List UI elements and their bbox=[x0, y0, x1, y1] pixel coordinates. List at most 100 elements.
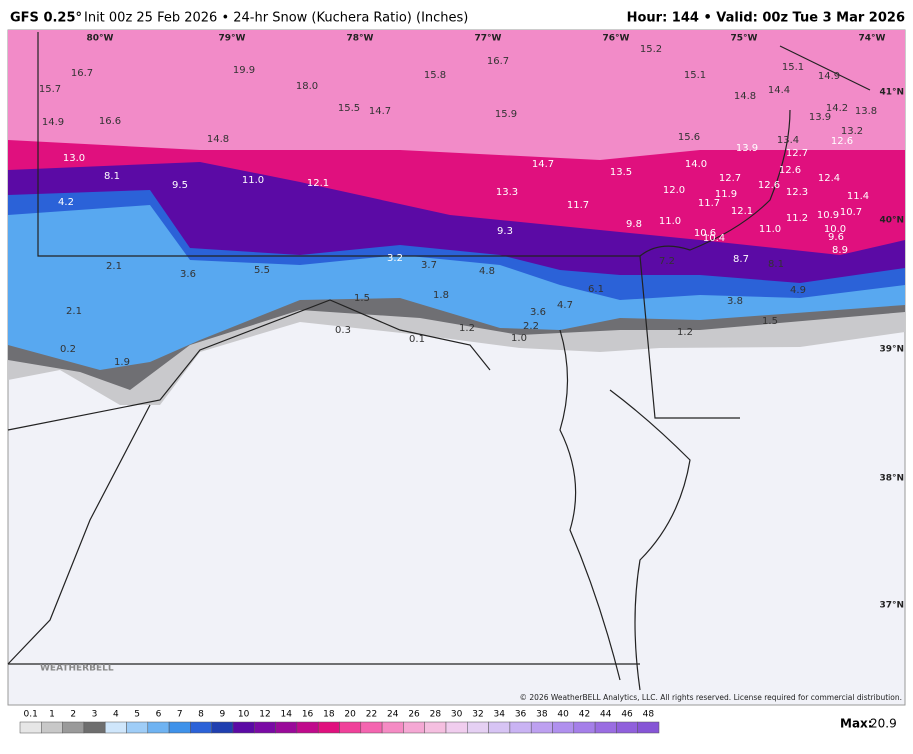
longitude-label: 75°W bbox=[731, 34, 758, 44]
copyright: © 2026 WeatherBELL Analytics, LLC. All r… bbox=[520, 693, 902, 702]
snow-value: 15.5 bbox=[338, 103, 360, 114]
colorbar-label: 24 bbox=[387, 710, 399, 720]
snow-value: 8.9 bbox=[832, 245, 848, 256]
snow-value: 10.0 bbox=[824, 224, 846, 235]
snow-value: 0.3 bbox=[335, 325, 351, 336]
snow-value: 15.1 bbox=[782, 62, 804, 73]
valid-time: Hour: 144 • Valid: 00z Tue 3 Mar 2026 bbox=[627, 11, 905, 26]
snow-value: 13.8 bbox=[855, 106, 877, 117]
colorbar-label: 12 bbox=[259, 710, 270, 720]
snow-value: 0.1 bbox=[409, 334, 425, 345]
colorbar-label: 46 bbox=[621, 710, 633, 720]
longitude-label: 76°W bbox=[603, 34, 630, 44]
colorbar-swatch bbox=[296, 721, 319, 734]
snow-value: 19.9 bbox=[233, 65, 255, 76]
colorbar-label: 40 bbox=[557, 710, 569, 720]
snow-value: 1.0 bbox=[511, 333, 527, 344]
colorbar-swatch bbox=[381, 721, 404, 734]
snow-value: 14.8 bbox=[207, 134, 229, 145]
colorbar-label: 42 bbox=[579, 710, 590, 720]
latitude-label: 37°N bbox=[879, 601, 904, 611]
colorbar-swatch bbox=[594, 721, 617, 734]
snow-value: 13.9 bbox=[809, 112, 831, 123]
snow-value: 12.7 bbox=[786, 148, 808, 159]
snow-value: 12.1 bbox=[307, 178, 329, 189]
colorbar-swatch bbox=[19, 721, 42, 734]
snow-value: 12.1 bbox=[731, 206, 753, 217]
snow-value: 2.1 bbox=[66, 306, 82, 317]
snow-value: 11.7 bbox=[567, 200, 589, 211]
snow-value: 5.5 bbox=[254, 265, 270, 276]
snow-value: 12.0 bbox=[663, 185, 685, 196]
snow-value: 15.1 bbox=[684, 70, 706, 81]
snow-value: 3.2 bbox=[387, 253, 403, 264]
snow-value: 10.6 bbox=[694, 228, 716, 239]
colorbar-swatch bbox=[403, 721, 425, 734]
colorbar-swatch bbox=[360, 721, 383, 734]
snow-value: 15.7 bbox=[39, 84, 61, 95]
colorbar: 0.1 1 2 3 4 5 6 7 8 9 10 12 14 16 18 20 22 24 26 28 30 32 34 36… bbox=[19, 710, 660, 734]
snow-value: 11.2 bbox=[786, 213, 808, 224]
snow-value: 8.7 bbox=[733, 254, 749, 265]
colorbar-swatch bbox=[190, 721, 212, 734]
colorbar-swatch bbox=[126, 721, 149, 734]
snow-value: 15.2 bbox=[640, 44, 662, 55]
snow-value: 14.4 bbox=[768, 85, 790, 96]
colorbar-swatch bbox=[552, 721, 575, 734]
snow-field bbox=[7, 29, 906, 706]
snow-value: 9.3 bbox=[497, 226, 513, 237]
snow-value: 14.0 bbox=[685, 159, 707, 170]
snow-value: 18.0 bbox=[296, 81, 318, 92]
colorbar-label: 48 bbox=[643, 710, 655, 720]
colorbar-label: 44 bbox=[600, 710, 612, 720]
longitude-label: 79°W bbox=[219, 34, 246, 44]
snow-value: 3.7 bbox=[421, 260, 437, 271]
colorbar-label: 20 bbox=[344, 710, 356, 720]
snow-value: 1.8 bbox=[433, 290, 449, 301]
longitude-label: 74°W bbox=[859, 34, 886, 44]
colorbar-swatch bbox=[83, 721, 106, 734]
longitude-label: 80°W bbox=[87, 34, 114, 44]
colorbar-swatch bbox=[339, 721, 362, 734]
snow-value: 13.0 bbox=[63, 153, 85, 164]
snow-value: 11.0 bbox=[242, 175, 264, 186]
colorbar-swatch bbox=[168, 721, 191, 734]
colorbar-label: 32 bbox=[472, 710, 483, 720]
snow-value: 10.9 bbox=[817, 210, 839, 221]
snow-value: 4.9 bbox=[790, 285, 806, 296]
colorbar-label: 28 bbox=[430, 710, 442, 720]
longitude-label: 78°W bbox=[347, 34, 374, 44]
labels: 80°W 79°W 78°W 77°W 76°W 75°W 74°W 41°N 40°N 39°N… bbox=[39, 34, 904, 611]
snow-value: 16.6 bbox=[99, 116, 121, 127]
subtitle: Init 00z 25 Feb 2026 • 24-hr Snow (Kuche… bbox=[84, 11, 468, 26]
snow-value: 14.8 bbox=[734, 91, 756, 102]
snow-value: 3.8 bbox=[727, 296, 743, 307]
snow-value: 11.9 bbox=[715, 189, 737, 200]
snow-value: 1.9 bbox=[114, 357, 130, 368]
snow-value: 15.8 bbox=[424, 70, 446, 81]
snow-value: 14.7 bbox=[369, 106, 391, 117]
snow-value: 15.9 bbox=[495, 109, 517, 120]
max-value: 20.9 bbox=[870, 717, 897, 731]
colorbar-swatch bbox=[211, 721, 234, 734]
colorbar-label: 2 bbox=[70, 710, 76, 720]
snow-value: 11.7 bbox=[698, 198, 720, 209]
snow-value: 11.0 bbox=[759, 224, 781, 235]
latitude-label: 38°N bbox=[879, 474, 904, 484]
latitude-label: 40°N bbox=[879, 216, 904, 226]
colorbar-label: 10 bbox=[238, 710, 250, 720]
snow-value: 10.4 bbox=[703, 233, 725, 244]
colorbar-label: 34 bbox=[494, 710, 506, 720]
colorbar-swatch bbox=[616, 721, 638, 734]
colorbar-label: 38 bbox=[536, 710, 548, 720]
snow-value: 13.5 bbox=[610, 167, 632, 178]
snow-value: 12.6 bbox=[758, 180, 780, 191]
snow-value: 1.5 bbox=[762, 316, 778, 327]
snow-value: 8.1 bbox=[104, 171, 120, 182]
colorbar-label: 8 bbox=[198, 710, 204, 720]
colorbar-swatch bbox=[488, 721, 511, 734]
snow-value: 13.4 bbox=[777, 135, 799, 146]
snow-value: 14.7 bbox=[532, 159, 554, 170]
snow-value: 2.1 bbox=[106, 261, 122, 272]
colorbar-swatch bbox=[424, 721, 447, 734]
